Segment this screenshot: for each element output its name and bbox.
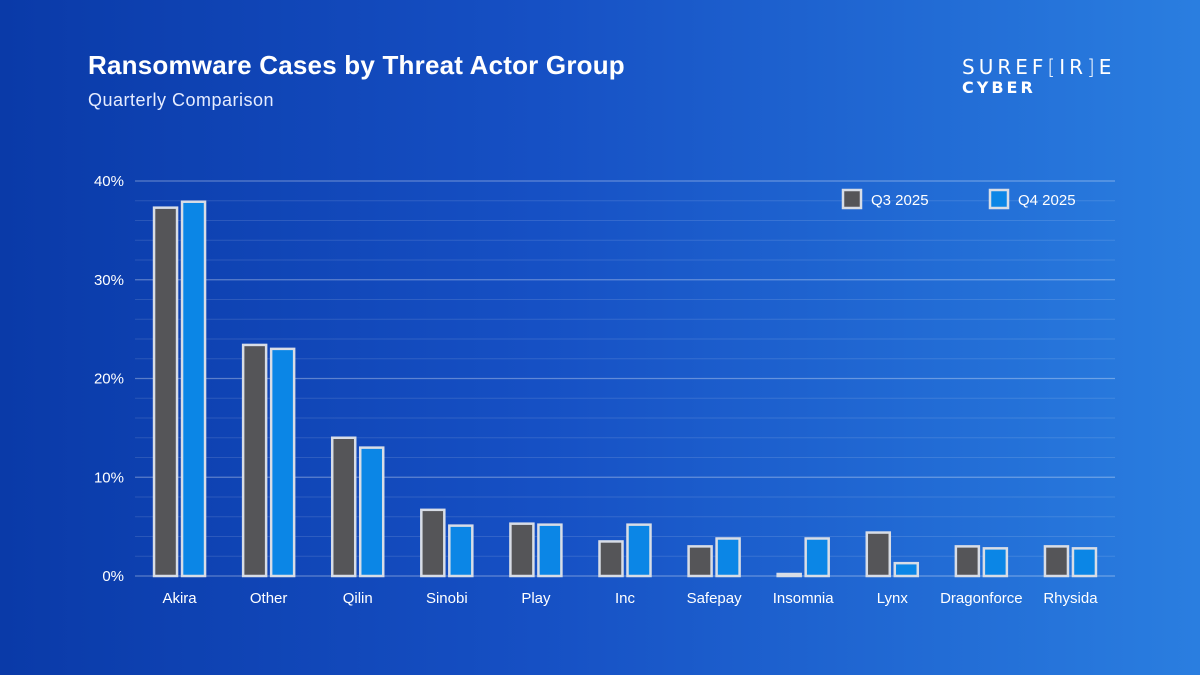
bar-q4 <box>269 347 296 578</box>
bar-q3 <box>865 531 892 578</box>
x-category-label: Rhysida <box>1043 590 1098 607</box>
bar-q3 <box>330 436 357 578</box>
bar-q3 <box>954 545 981 578</box>
bar-q4 <box>626 523 652 578</box>
bar-q3 <box>1043 545 1070 578</box>
y-tick-label: 20% <box>94 371 124 388</box>
legend-swatch <box>841 188 863 210</box>
bar-q3 <box>509 522 535 578</box>
x-category-label: Other <box>250 590 288 607</box>
x-category-label: Safepay <box>687 590 743 607</box>
bar-q4 <box>982 547 1009 578</box>
bar-q4 <box>804 537 830 578</box>
bar-q4 <box>893 561 920 578</box>
chart-subtitle: Quarterly Comparison <box>88 90 275 110</box>
surefire-cyber-logo: SUREF[IR]E CYBER <box>962 56 1122 98</box>
bar-q3 <box>598 540 624 578</box>
y-tick-label: 30% <box>94 272 124 289</box>
y-tick-label: 10% <box>94 469 124 486</box>
legend-swatch <box>988 188 1010 210</box>
x-category-label: Play <box>521 590 551 607</box>
bar-q4 <box>358 446 385 578</box>
x-category-label: Dragonforce <box>940 590 1023 607</box>
legend-label: Q4 2025 <box>1018 192 1076 209</box>
logo-line-2: CYBER <box>962 78 1036 97</box>
y-tick-label: 0% <box>102 568 124 585</box>
y-tick-label: 40% <box>94 173 124 190</box>
bar-q3 <box>241 343 268 578</box>
logo-line-1: SUREF[IR]E <box>962 55 1116 79</box>
legend-label: Q3 2025 <box>871 192 929 209</box>
chart-title: Ransomware Cases by Threat Actor Group <box>88 50 625 80</box>
bar-q4 <box>180 200 207 578</box>
x-category-label: Sinobi <box>426 590 468 607</box>
bar-q3 <box>420 508 446 578</box>
bar-q4 <box>1071 547 1098 578</box>
bar-q4 <box>448 524 474 578</box>
bar-q3 <box>152 206 179 578</box>
x-category-label: Lynx <box>877 590 909 607</box>
bar-q3 <box>687 545 713 578</box>
x-category-label: Insomnia <box>773 590 835 607</box>
bar-q3 <box>776 572 802 578</box>
x-category-label: Akira <box>162 590 197 607</box>
x-category-label: Inc <box>615 590 636 607</box>
bar-q4 <box>715 537 741 578</box>
bar-q4 <box>537 523 563 578</box>
x-category-label: Qilin <box>343 590 373 607</box>
